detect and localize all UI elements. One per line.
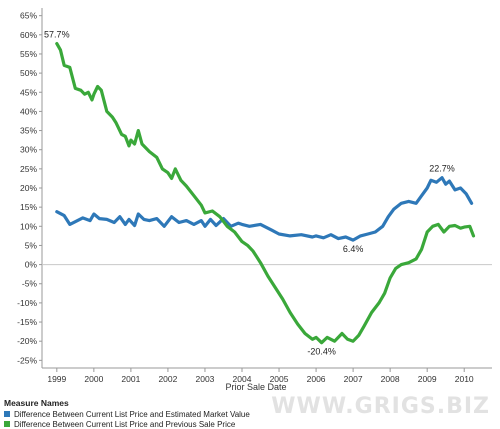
y-tick-label: 5%	[25, 240, 38, 250]
y-tick-label: 25%	[20, 164, 37, 174]
data-label: 6.4%	[343, 244, 364, 254]
y-tick-label: 50%	[20, 68, 37, 78]
legend-swatch-green	[4, 421, 10, 427]
legend-item-previous-sale[interactable]: Difference Between Current List Price an…	[4, 419, 250, 429]
legend-title: Measure Names	[4, 398, 69, 408]
x-tick-label: 2003	[196, 374, 215, 384]
y-tick-label: 20%	[20, 183, 37, 193]
legend: Measure Names Difference Between Current…	[4, 398, 250, 429]
x-tick-label: 2009	[418, 374, 437, 384]
y-tick-label: 30%	[20, 145, 37, 155]
legend-label: Difference Between Current List Price an…	[14, 409, 250, 419]
x-axis-title: Prior Sale Date	[225, 382, 286, 392]
x-tick-label: 2006	[307, 374, 326, 384]
x-tick-label: 2000	[84, 374, 103, 384]
y-tick-label: 60%	[20, 30, 37, 40]
data-label: 22.7%	[429, 164, 455, 174]
x-tick-label: 2002	[158, 374, 177, 384]
y-tick-label: -15%	[17, 317, 37, 327]
x-tick-label: 2010	[455, 374, 474, 384]
x-tick-label: 1999	[47, 374, 66, 384]
x-tick-label: 2007	[344, 374, 363, 384]
data-labels: 57.7% 22.7% 6.4% -20.4%	[44, 30, 455, 357]
watermark: WWW.GRIGS.BIZ	[271, 394, 490, 419]
legend-item-market-value[interactable]: Difference Between Current List Price an…	[4, 409, 250, 419]
y-tick-label: -25%	[17, 355, 37, 365]
y-tick-label: -10%	[17, 298, 37, 308]
data-label: 57.7%	[44, 30, 70, 40]
y-tick-label: 55%	[20, 49, 37, 59]
y-tick-label: 15%	[20, 202, 37, 212]
series-line-market-value	[55, 176, 474, 242]
y-tick-label: 45%	[20, 87, 37, 97]
y-tick-label: -20%	[17, 336, 37, 346]
axes: 65% 60% 55% 50% 45% 40% 35% 30% 25% 20% 15% 10% 5% 0%…	[17, 8, 492, 384]
y-tick-label: 40%	[20, 106, 37, 116]
y-tick-label: -5%	[22, 279, 38, 289]
legend-label: Difference Between Current List Price an…	[14, 419, 236, 429]
y-tick-label: 65%	[20, 11, 37, 21]
x-tick-label: 2001	[121, 374, 140, 384]
series-lines	[55, 41, 476, 345]
y-tick-label: 10%	[20, 221, 37, 231]
x-tick-label: 2005	[270, 374, 289, 384]
data-label: -20.4%	[307, 347, 336, 357]
series-line-previous-sale	[55, 41, 476, 345]
y-tick-label: 0%	[25, 260, 38, 270]
legend-swatch-blue	[4, 411, 10, 417]
x-tick-label: 2008	[381, 374, 400, 384]
y-tick-label: 35%	[20, 126, 37, 136]
x-tick-label: 2004	[233, 374, 252, 384]
